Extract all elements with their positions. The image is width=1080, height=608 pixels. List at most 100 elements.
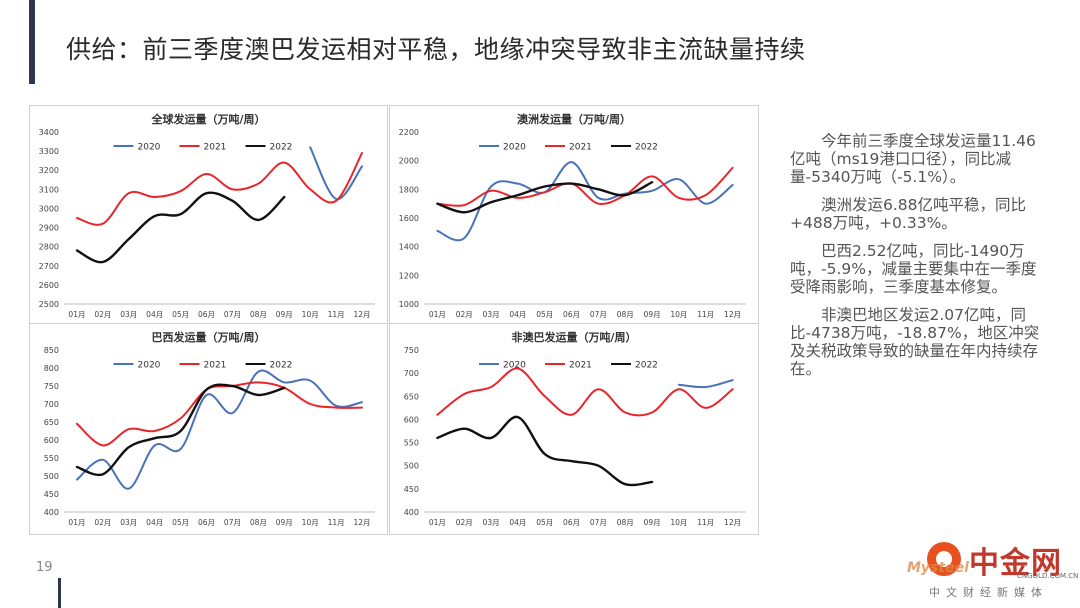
x-tick-label: 11月 — [697, 310, 714, 319]
chart-svg: 巴西发运量（万吨/周） 2020 2021 2022 400 450 500 550 600 65… — [44, 330, 375, 527]
y-tick-label: 2800 — [39, 243, 59, 252]
series-line-2021 — [76, 381, 363, 447]
chart-title: 巴西发运量（万吨/周） — [151, 330, 265, 344]
series-line-2022 — [75, 191, 286, 264]
x-tick-label: 09月 — [276, 518, 293, 527]
legend-label-2022: 2022 — [270, 361, 293, 371]
x-tick-label: 06月 — [198, 518, 215, 527]
chart-global-shipments: 全球发运量（万吨/周） 2020 2021 2022 2500 2600 2700 2800 2… — [29, 105, 388, 327]
logo-brand: 中金网 — [969, 546, 1062, 581]
y-tick-label: 600 — [44, 436, 59, 445]
x-tick-label: 01月 — [68, 518, 85, 527]
series-line-2020 — [309, 146, 363, 200]
x-tick-label: 10月 — [670, 518, 687, 527]
y-tick-label: 2000 — [399, 157, 419, 166]
commentary-brazil: 巴西2.52亿吨，同比-1490万吨，-5.9%，减量主要集中在一季度受降雨影响… — [790, 242, 1037, 296]
x-tick-label: 04月 — [146, 518, 163, 527]
series-line-2020 — [76, 369, 363, 490]
x-tick-label: 01月 — [68, 310, 85, 319]
logo: Mysteel 中金网 CNGOLD.COM.CN 中文财经新媒体 — [905, 538, 1080, 608]
x-tick-label: 10月 — [670, 310, 687, 319]
y-tick-label: 600 — [404, 415, 419, 424]
x-tick-label: 01月 — [429, 310, 446, 319]
chart-australia-shipments: 澳洲发运量（万吨/周） 2020 2021 2022 1000 1200 1400 1600 1… — [389, 105, 759, 327]
legend-label-2020: 2020 — [503, 361, 526, 371]
x-tick-label: 09月 — [644, 310, 661, 319]
logo-icon — [927, 542, 961, 576]
x-tick-label: 05月 — [536, 518, 553, 527]
chart-title: 非澳巴发运量（万吨/周） — [511, 330, 636, 344]
y-tick-label: 550 — [404, 439, 419, 448]
title-accent-bar — [29, 0, 35, 84]
x-tick-label: 11月 — [697, 518, 714, 527]
x-tick-label: 08月 — [250, 310, 267, 319]
x-tick-label: 05月 — [172, 310, 189, 319]
commentary-australia: 澳洲发运6.88亿吨平稳，同比+488万吨，+0.33%。 — [790, 196, 1027, 232]
commentary-panel: 今年前三季度全球发运量11.46亿吨（ms19港口口径），同比减量-5340万吨… — [790, 132, 1040, 388]
x-tick-label: 07月 — [590, 518, 607, 527]
x-tick-label: 09月 — [644, 518, 661, 527]
x-tick-label: 11月 — [328, 310, 345, 319]
y-tick-label: 650 — [404, 392, 419, 401]
x-tick-label: 07月 — [224, 518, 241, 527]
legend-label-2020: 2020 — [138, 143, 161, 153]
legend-label-2022: 2022 — [635, 143, 658, 153]
series-line-2020 — [677, 379, 734, 389]
x-tick-label: 11月 — [328, 518, 345, 527]
chart-svg: 澳洲发运量（万吨/周） 2020 2021 2022 1000 1200 1400 1600 1… — [399, 112, 746, 319]
legend-label-2021: 2021 — [204, 361, 227, 371]
y-tick-label: 1400 — [399, 243, 419, 252]
x-tick-label: 05月 — [172, 518, 189, 527]
y-tick-label: 1000 — [399, 300, 419, 309]
x-tick-label: 05月 — [536, 310, 553, 319]
y-tick-label: 850 — [44, 346, 59, 355]
legend-label-2020: 2020 — [503, 143, 526, 153]
y-tick-label: 800 — [44, 364, 59, 373]
x-tick-label: 02月 — [456, 310, 473, 319]
legend-label-2020: 2020 — [138, 361, 161, 371]
y-tick-label: 700 — [44, 400, 59, 409]
y-tick-label: 3000 — [39, 204, 59, 213]
chart-title: 澳洲发运量（万吨/周） — [517, 112, 631, 126]
commentary-non-aus-bra: 非澳巴地区发运2.07亿吨，同比-4738万吨，-18.87%，地区冲突及关税政… — [790, 306, 1040, 378]
legend-label-2022: 2022 — [270, 143, 293, 153]
x-tick-label: 04月 — [509, 518, 526, 527]
x-tick-label: 03月 — [120, 518, 137, 527]
legend-label-2021: 2021 — [204, 143, 227, 153]
x-tick-label: 06月 — [198, 310, 215, 319]
x-tick-label: 06月 — [563, 518, 580, 527]
y-tick-label: 500 — [44, 472, 59, 481]
x-tick-label: 08月 — [617, 518, 634, 527]
x-tick-label: 10月 — [302, 518, 319, 527]
y-tick-label: 3400 — [39, 128, 59, 137]
series-line-2021 — [436, 166, 734, 207]
logo-url: CNGOLD.COM.CN — [1017, 572, 1079, 580]
x-tick-label: 03月 — [483, 518, 500, 527]
x-tick-label: 01月 — [429, 518, 446, 527]
y-tick-label: 500 — [404, 462, 419, 471]
y-tick-label: 2900 — [39, 224, 59, 233]
x-tick-label: 02月 — [94, 310, 111, 319]
chart-brazil-shipments: 巴西发运量（万吨/周） 2020 2021 2022 400 450 500 550 600 65… — [29, 323, 388, 535]
chart-svg: 全球发运量（万吨/周） 2020 2021 2022 2500 2600 2700 2800 2… — [39, 112, 375, 319]
x-tick-label: 12月 — [354, 518, 371, 527]
y-tick-label: 550 — [44, 454, 59, 463]
x-tick-label: 12月 — [724, 310, 741, 319]
y-tick-label: 2600 — [39, 281, 59, 290]
legend-label-2022: 2022 — [635, 361, 658, 371]
y-tick-label: 450 — [44, 490, 59, 499]
y-tick-label: 3100 — [39, 185, 59, 194]
x-tick-label: 08月 — [617, 310, 634, 319]
footer-accent-bar — [58, 578, 61, 608]
legend-label-2021: 2021 — [569, 143, 592, 153]
x-tick-label: 07月 — [590, 310, 607, 319]
series-line-2021 — [436, 367, 734, 417]
x-tick-label: 12月 — [354, 310, 371, 319]
chart-svg: 非澳巴发运量（万吨/周） 2020 2021 2022 400 450 500 550 600 6… — [404, 330, 746, 527]
y-tick-label: 1600 — [399, 214, 419, 223]
y-tick-label: 700 — [404, 369, 419, 378]
y-tick-label: 450 — [404, 485, 419, 494]
series-line-2022 — [436, 181, 654, 214]
x-tick-label: 09月 — [276, 310, 293, 319]
y-tick-label: 3200 — [39, 166, 59, 175]
